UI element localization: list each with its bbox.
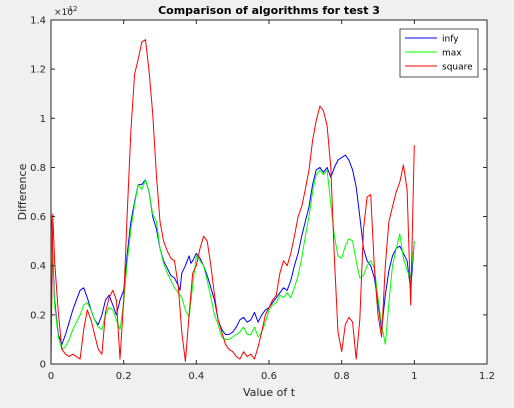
y-tick-label: 0 <box>40 360 46 371</box>
x-tick-label: 0.6 <box>261 371 277 382</box>
x-tick-label: 0.2 <box>116 371 132 382</box>
y-tick-label: 1.4 <box>30 16 46 27</box>
series-line-max <box>50 169 415 350</box>
y-tick-label: 0.2 <box>30 310 46 321</box>
y-tick-label: 1.2 <box>30 65 46 76</box>
legend-entries: infy max square <box>405 35 473 73</box>
y-exponent: ×10 -12 <box>54 5 77 18</box>
legend-box <box>399 28 479 78</box>
y-tick-label: 0.8 <box>30 163 46 174</box>
legend-label-infy: infy <box>442 35 459 45</box>
legend: infy max square <box>399 28 479 78</box>
x-tick-label: 0.4 <box>188 371 204 382</box>
y-tick-label: 0.6 <box>30 212 46 223</box>
x-axis-label: Value of t <box>243 386 296 399</box>
plot-frame <box>50 19 488 365</box>
x-tick-label: 0 <box>48 371 54 382</box>
y-axis-ticks: 0 0.2 0.4 0.6 0.8 1 1.2 1.4 <box>30 16 487 371</box>
y-exponent-power: -12 <box>66 5 77 13</box>
y-tick-label: 1 <box>40 114 46 125</box>
y-exponent-base: ×10 <box>54 8 73 18</box>
chart-title: Comparison of algorithms for test 3 <box>158 4 380 17</box>
x-axis-ticks: 0 0.2 0.4 0.6 0.8 1 1.2 <box>48 20 495 382</box>
x-tick-label: 0.8 <box>334 371 350 382</box>
series-line-infy <box>50 154 415 345</box>
y-tick-label: 0.4 <box>30 261 46 272</box>
legend-label-max: max <box>442 49 462 59</box>
x-tick-label: 1.2 <box>479 371 495 382</box>
x-tick-label: 1 <box>411 371 417 382</box>
legend-label-square: square <box>442 63 473 73</box>
series-line-square <box>50 39 415 365</box>
series-layer <box>50 39 415 365</box>
y-axis-label: Difference <box>16 163 29 220</box>
